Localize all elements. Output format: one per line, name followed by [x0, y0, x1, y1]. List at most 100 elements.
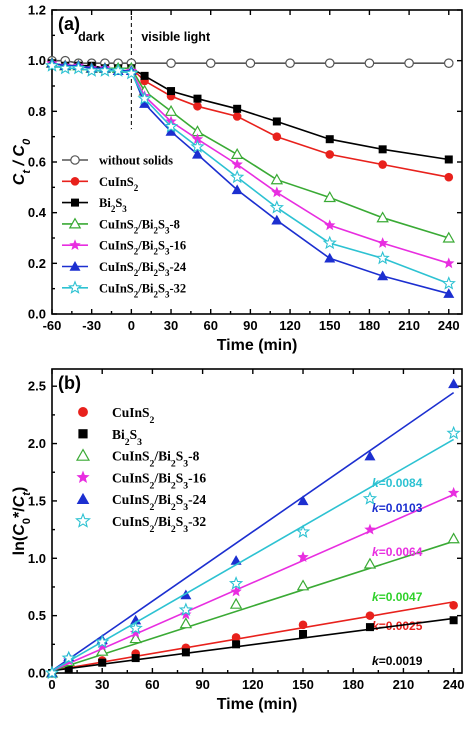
y-tick-label: 2.0	[28, 436, 46, 451]
data-point	[140, 71, 149, 80]
data-point	[230, 147, 244, 159]
x-tick-label: 150	[319, 318, 341, 333]
data-point	[129, 626, 142, 638]
data-point	[124, 65, 139, 80]
x-tick-label: 120	[242, 677, 264, 692]
legend: without solids CuInS2 Bi2S3 CuInS2/Bi2S3-8 C…	[62, 154, 187, 299]
data-point	[164, 104, 178, 116]
data-point	[447, 486, 460, 498]
legend-label: CuInS2	[112, 405, 155, 426]
data-point	[137, 91, 152, 105]
data-point	[443, 58, 454, 68]
y-tick-label: 1.0	[28, 551, 46, 566]
data-point	[322, 235, 337, 250]
y-tick-label: 0.2	[28, 256, 46, 271]
visible-light-annotation: visible light	[141, 30, 211, 44]
data-point	[324, 252, 336, 263]
x-tick-label: 60	[145, 677, 159, 692]
x-tick-label: 240	[438, 318, 460, 333]
x-tick-label: 0	[48, 677, 55, 692]
y-tick-label: 0.4	[28, 205, 47, 220]
y-tick-label: 0.8	[28, 104, 46, 119]
legend-label: CuInS2/Bi2S3-24	[112, 492, 206, 513]
y-tick-label: 0.0	[28, 666, 46, 681]
data-point	[128, 620, 143, 635]
data-point	[297, 551, 309, 562]
data-point	[296, 579, 310, 591]
legend-marker	[76, 470, 90, 483]
legend-label: CuInS2/Bi2S3-32	[99, 281, 186, 299]
data-point	[163, 119, 179, 133]
data-point	[97, 63, 113, 77]
k-label: k=0.0047	[372, 590, 423, 604]
data-point	[193, 94, 202, 103]
data-point	[129, 632, 142, 644]
data-point	[272, 117, 281, 126]
data-point	[180, 608, 192, 620]
data-point	[270, 173, 284, 185]
y-tick-label: 1.5	[28, 493, 46, 508]
y-tick-label: 0.6	[28, 155, 46, 170]
y-axis-label: ln(C0*/Ct)	[11, 487, 33, 556]
y-axis-label: Ct / C0	[11, 138, 33, 185]
x-tick-label: 180	[342, 677, 364, 692]
data-point	[269, 200, 284, 214]
data-point	[325, 150, 335, 159]
data-point	[229, 597, 243, 609]
plot-frame	[51, 368, 463, 674]
data-point	[299, 629, 308, 638]
x-tick-label: 30	[95, 677, 109, 692]
data-point	[166, 58, 176, 68]
data-point	[378, 145, 387, 154]
legend-marker	[71, 198, 79, 207]
data-point	[271, 186, 283, 198]
data-point	[364, 58, 375, 68]
series-1: k=0.0019	[48, 616, 458, 677]
fit-line	[51, 391, 455, 672]
fit-line	[51, 493, 454, 672]
data-point	[446, 425, 461, 440]
data-point	[131, 654, 140, 663]
data-point	[297, 495, 309, 506]
data-point	[228, 576, 244, 590]
fit-line	[51, 617, 454, 672]
data-point	[110, 63, 126, 77]
data-point	[231, 158, 243, 170]
fit-line	[51, 601, 454, 672]
legend-marker	[69, 239, 81, 251]
data-point	[443, 288, 455, 298]
series-2: k=0.0047	[45, 532, 460, 678]
data-point	[193, 101, 202, 111]
data-point	[272, 132, 282, 141]
x-tick-label: -30	[82, 318, 101, 333]
fit-line	[51, 540, 454, 672]
data-point	[179, 617, 193, 629]
data-point	[362, 491, 378, 505]
x-tick-label: 90	[195, 677, 209, 692]
data-point	[449, 601, 458, 610]
legend-label: Bi2S3	[112, 427, 142, 448]
data-point	[363, 557, 377, 569]
legend-marker	[70, 177, 80, 186]
data-point	[130, 614, 142, 625]
legend-label: CuInS2/Bi2S3-8	[99, 217, 180, 235]
series-5: k=0.0084	[44, 425, 461, 680]
data-point	[444, 172, 454, 182]
x-axis-label: Time (min)	[217, 337, 298, 354]
legend-marker	[75, 448, 91, 461]
legend-label: CuInS2	[99, 175, 139, 193]
data-point	[232, 640, 241, 649]
dark-annotation: dark	[78, 30, 104, 44]
legend-label: CuInS2/Bi2S3-32	[112, 514, 206, 535]
data-point	[178, 602, 194, 616]
data-point	[61, 650, 76, 665]
x-tick-label: 0	[128, 318, 135, 333]
chart-panel-a: -60 -30 0 30 60 90 120 150 180 210 240 0.0 0.2 0.4 0.6…	[11, 3, 463, 354]
y-tick-label: 2.5	[28, 379, 46, 394]
data-point	[365, 611, 375, 620]
data-point	[232, 112, 242, 121]
legend-marker	[78, 429, 88, 439]
data-point	[64, 665, 73, 674]
data-point	[449, 616, 458, 625]
